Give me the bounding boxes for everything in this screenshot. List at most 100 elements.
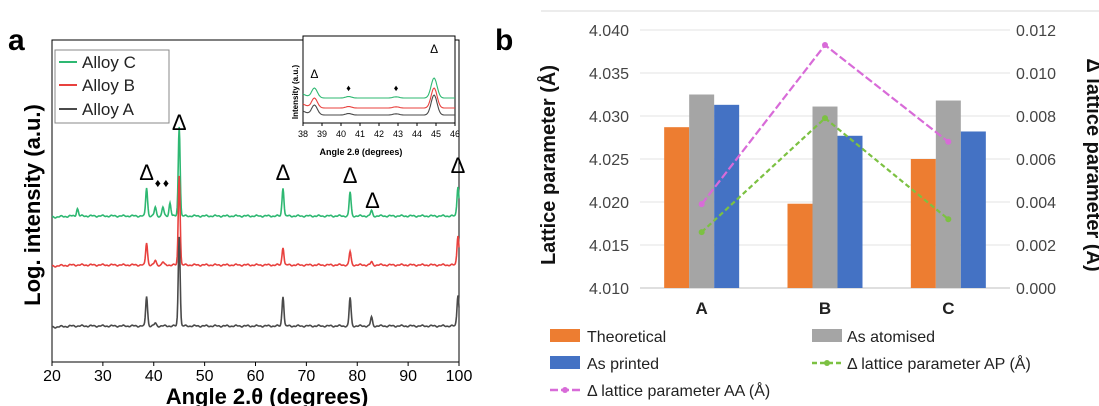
- lattice-bars: [664, 94, 986, 289]
- legend-item-as-printed: As printed: [550, 356, 659, 373]
- xrd-x-tick-label-50: 50: [196, 368, 214, 385]
- inset-series-group: [302, 77, 455, 116]
- xrd-line-alloy-a: [51, 236, 460, 329]
- inset-x-axis-label: Angle 2.θ (degrees): [320, 147, 403, 157]
- point-lattice-parameter-ap-c: [945, 216, 952, 223]
- lattice-y-tick-label-4.040: 4.040: [589, 23, 629, 40]
- inset-line-alloy-b: [302, 87, 455, 109]
- xrd-annotation-delta-7: Δ: [451, 153, 466, 178]
- inset-x-tick-label-43: 43: [393, 129, 403, 139]
- inset-line-alloy-c: [302, 77, 455, 99]
- inset-x-tick-label-41: 41: [355, 129, 365, 139]
- point-lattice-parameter-aa-b: [822, 42, 828, 49]
- bar-theoretical-c: [910, 159, 936, 288]
- lattice-right-ticks: 0.000 0.002 0.004 0.006 0.008 0.010 0.012: [1016, 23, 1056, 298]
- legend-marker-delta-ap: [824, 360, 830, 366]
- legend-swatch-as-atomised: [812, 329, 842, 342]
- panel-label-a: a: [8, 24, 25, 57]
- legend-item-alloy-a: Alloy A: [59, 100, 135, 119]
- lattice-y-tick-label-4.020: 4.020: [589, 195, 629, 212]
- lattice-category-label-b: B: [819, 299, 831, 318]
- xrd-x-tick-label-100: 100: [446, 368, 473, 385]
- legend-label-theoretical: Theoretical: [587, 329, 666, 346]
- xrd-x-tick-label-30: 30: [94, 368, 112, 385]
- lattice-delta-lines: [698, 42, 952, 236]
- inset-x-ticks: 38 39 40 41 42 43 44 45 46: [298, 123, 460, 139]
- point-lattice-parameter-aa-a: [698, 201, 705, 208]
- inset-x-tick-label-45: 45: [431, 129, 441, 139]
- legend-label-as-atomised: As atomised: [847, 329, 935, 346]
- panel-label-b: b: [495, 24, 513, 57]
- xrd-annotation-diamond-1: ♦: [155, 176, 161, 190]
- legend-marker-delta-aa: [562, 387, 568, 393]
- bar-as-printed-c: [960, 131, 986, 288]
- inset-x-tick-label-42: 42: [374, 129, 384, 139]
- xrd-series-group: [51, 126, 460, 329]
- xrd-x-tick-label-80: 80: [348, 368, 366, 385]
- xrd-x-axis-label: Angle 2.θ (degrees): [166, 384, 369, 406]
- inset-annotation-diamond-1: ♦: [346, 83, 351, 93]
- xrd-x-tick-label-70: 70: [297, 368, 315, 385]
- point-lattice-parameter-aa-c: [945, 138, 952, 145]
- inset-y-axis-label: Intensity (a.u.): [291, 65, 300, 120]
- legend-label-delta-ap: Δ lattice parameter AP (Å): [847, 354, 1031, 373]
- legend-item-delta-ap: Δ lattice parameter AP (Å): [812, 354, 1031, 373]
- inset-annotation-delta-0: Δ: [310, 67, 318, 81]
- inset-x-tick-label-39: 39: [317, 129, 327, 139]
- legend-label-as-printed: As printed: [587, 356, 659, 373]
- bar-theoretical-a: [664, 127, 690, 289]
- inset-annotation-diamond-2: ♦: [394, 83, 399, 93]
- legend-item-alloy-b: Alloy B: [59, 76, 135, 95]
- xrd-x-tick-label-20: 20: [43, 368, 61, 385]
- bar-as-printed-b: [837, 135, 863, 288]
- inset-x-tick-label-44: 44: [412, 129, 422, 139]
- legend-label-alloy-a: Alloy A: [82, 100, 135, 119]
- xrd-annotations: Δ ♦ ♦ΔΔ ΔΔΔ: [139, 110, 465, 213]
- inset-annotations: Δ ♦ ♦ Δ: [310, 42, 438, 93]
- lattice-y2-tick-label-0.004: 0.004: [1016, 195, 1056, 212]
- lattice-y2-tick-label-0.006: 0.006: [1016, 152, 1056, 169]
- bar-theoretical-b: [787, 203, 813, 288]
- xrd-x-tick-label-60: 60: [247, 368, 265, 385]
- xrd-annotation-diamond-2: ♦: [163, 176, 169, 190]
- legend-item-theoretical: Theoretical: [550, 329, 666, 346]
- lattice-y2-tick-label-0.010: 0.010: [1016, 66, 1056, 83]
- xrd-annotation-delta-3: Δ: [172, 110, 187, 135]
- inset-x-tick-label-38: 38: [298, 129, 308, 139]
- legend-label-alloy-c: Alloy C: [82, 53, 136, 72]
- inset-annotation-delta-3: Δ: [430, 42, 438, 56]
- lattice-y-tick-label-4.030: 4.030: [589, 109, 629, 126]
- lattice-y2-tick-label-0.012: 0.012: [1016, 23, 1056, 40]
- lattice-left-ticks: 4.010 4.015 4.020 4.025 4.030 4.035 4.040: [589, 23, 629, 298]
- xrd-annotation-delta-5: Δ: [343, 163, 358, 188]
- bar-as-printed-a: [714, 104, 740, 288]
- inset-x-tick-label-40: 40: [336, 129, 346, 139]
- xrd-annotation-delta-6: Δ: [365, 188, 380, 213]
- legend-label-alloy-b: Alloy B: [82, 76, 135, 95]
- legend-swatch-as-printed: [550, 356, 580, 369]
- lattice-y-tick-label-4.015: 4.015: [589, 238, 629, 255]
- xrd-line-alloy-c: [51, 126, 460, 219]
- xrd-x-tick-label-40: 40: [145, 368, 163, 385]
- lattice-category-label-a: A: [696, 299, 708, 318]
- xrd-legend: Alloy C Alloy B Alloy A: [54, 49, 170, 124]
- legend-item-delta-aa: Δ lattice parameter AA (Å): [550, 381, 770, 400]
- xrd-y-axis-label: Log. intensity (a.u.): [20, 104, 45, 306]
- lattice-y2-tick-label-0.000: 0.000: [1016, 281, 1056, 298]
- xrd-inset: Δ ♦ ♦ Δ 38 39 40 41 42 43 44 45 46 Angle 2.θ (degre…: [291, 35, 460, 157]
- bar-as-atomised-b: [812, 106, 838, 288]
- point-lattice-parameter-ap-a: [698, 229, 705, 236]
- line-lattice-parameter-ap: [700, 116, 950, 233]
- lattice-y-axis-label: Lattice parameter (Å): [536, 65, 560, 265]
- lattice-chart: 4.010 4.015 4.020 4.025 4.030 4.035 4.040 0.00…: [536, 10, 1099, 400]
- lattice-y-tick-label-4.010: 4.010: [589, 281, 629, 298]
- legend-item-alloy-c: Alloy C: [59, 53, 136, 72]
- lattice-y-tick-label-4.025: 4.025: [589, 152, 629, 169]
- bar-as-atomised-a: [689, 94, 715, 288]
- legend-swatch-theoretical: [550, 329, 580, 342]
- legend-item-as-atomised: As atomised: [812, 329, 935, 346]
- lattice-legend: Theoretical As atomised As printed Δ lat…: [550, 329, 1031, 400]
- lattice-category-ticks: A B C: [696, 299, 955, 318]
- lattice-y2-axis-label: Δ lattice parameter (Å): [1082, 58, 1099, 271]
